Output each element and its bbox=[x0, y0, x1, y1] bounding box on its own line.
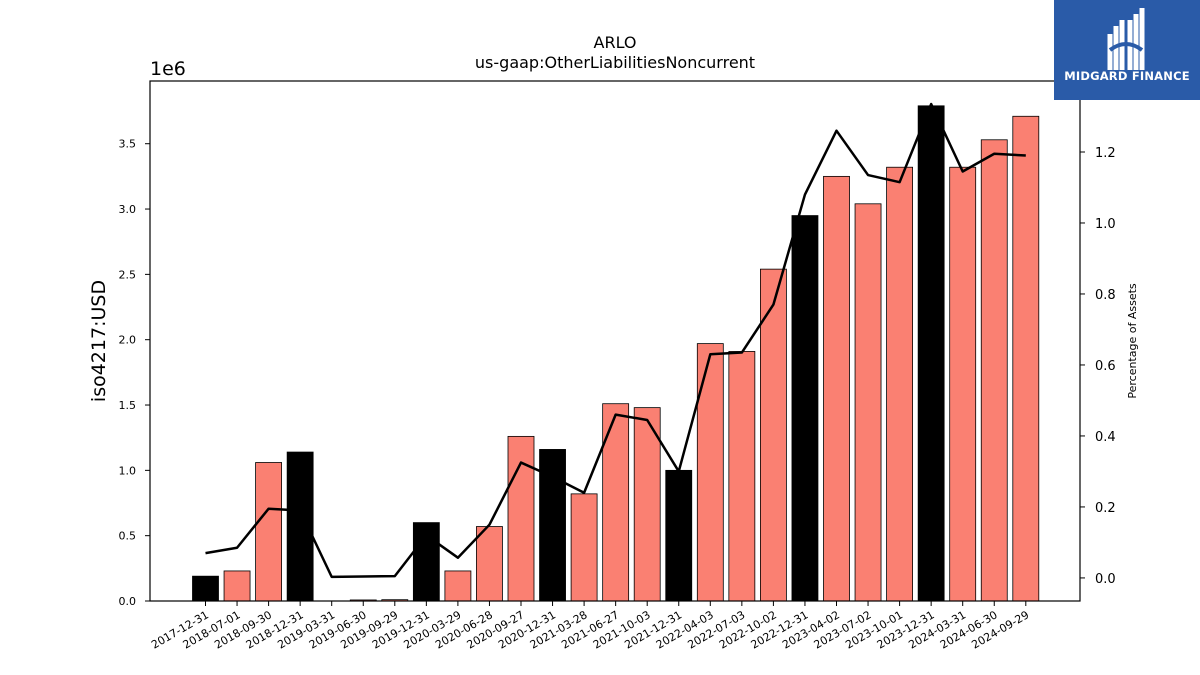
y-tick-label: 1.0 bbox=[119, 464, 137, 477]
brand-logo-text: MIDGARD FINANCE bbox=[1064, 69, 1190, 83]
bar bbox=[980, 139, 1008, 602]
y-axis-label: iso4217:USD bbox=[88, 280, 110, 402]
y-tick-label: 0.5 bbox=[119, 530, 137, 543]
bar bbox=[823, 175, 850, 602]
bar bbox=[476, 526, 503, 602]
bar bbox=[633, 407, 661, 602]
y-tick-label: 3.0 bbox=[119, 203, 137, 216]
bar bbox=[602, 403, 630, 602]
y-tick-label: 0.0 bbox=[119, 595, 137, 608]
bar bbox=[444, 570, 472, 602]
y-tick-label: 3.5 bbox=[119, 138, 137, 151]
y2-tick-label: 0.0 bbox=[1095, 572, 1116, 587]
bar bbox=[917, 105, 945, 602]
bar bbox=[255, 462, 283, 602]
bar bbox=[886, 166, 913, 602]
bar bbox=[760, 268, 787, 602]
midgard-logo-icon bbox=[1107, 8, 1145, 70]
y2-axis-label: Percentage of Assets bbox=[1126, 283, 1139, 399]
y2-tick-label: 1.0 bbox=[1095, 217, 1116, 232]
y2-tick-label: 1.2 bbox=[1095, 146, 1116, 161]
bar bbox=[696, 343, 724, 602]
percentage-line bbox=[205, 102, 1026, 579]
bar bbox=[854, 203, 882, 602]
bar bbox=[570, 493, 598, 602]
bar bbox=[1012, 115, 1040, 602]
bar bbox=[507, 435, 535, 602]
bar bbox=[791, 215, 819, 602]
y-tick-label: 1.5 bbox=[119, 399, 137, 412]
plot-frame bbox=[149, 80, 1081, 602]
bar bbox=[223, 570, 251, 602]
brand-logo: MIDGARD FINANCE bbox=[1054, 0, 1200, 100]
chart-title: ARLO bbox=[593, 33, 637, 52]
bar bbox=[286, 451, 314, 602]
bar bbox=[192, 575, 219, 602]
y2-tick-label: 0.8 bbox=[1095, 288, 1116, 303]
y-tick-label: 2.5 bbox=[119, 268, 137, 281]
bar bbox=[665, 469, 693, 602]
y2-tick-label: 0.6 bbox=[1095, 359, 1116, 374]
bar bbox=[539, 449, 566, 602]
bar bbox=[728, 351, 756, 602]
bar bbox=[949, 166, 977, 602]
y-multiplier-label: 1e6 bbox=[150, 58, 186, 80]
y-tick-label: 2.0 bbox=[119, 334, 137, 347]
chart-subtitle: us-gaap:OtherLiabilitiesNoncurrent bbox=[474, 53, 756, 72]
y2-tick-label: 0.2 bbox=[1095, 501, 1116, 516]
y2-tick-label: 0.4 bbox=[1095, 430, 1116, 445]
